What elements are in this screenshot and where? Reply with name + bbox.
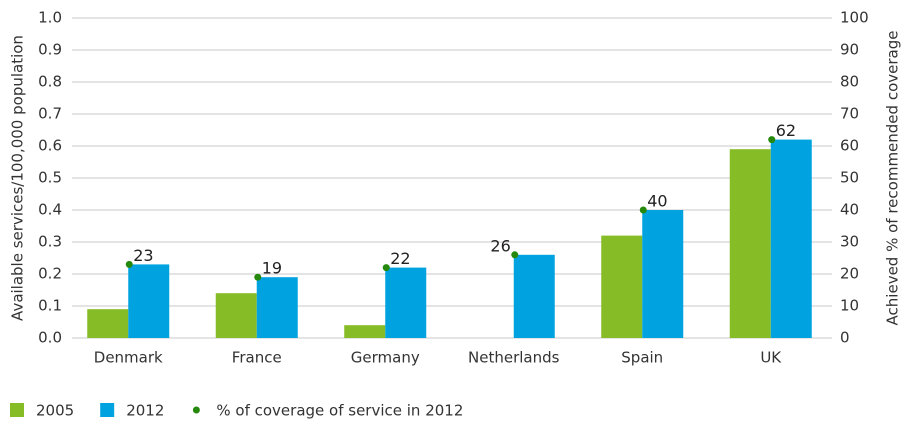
x-tick-label: Netherlands	[468, 349, 560, 367]
bar	[256, 277, 298, 338]
coverage-dot	[511, 251, 519, 259]
y-tick-label: 0.1	[38, 297, 62, 315]
data-label: 19	[262, 259, 282, 278]
y-tick-label: 0.7	[38, 105, 62, 123]
x-tick-label: Spain	[621, 349, 663, 367]
y2-tick-label: 10	[840, 297, 859, 315]
x-tick-label: France	[232, 349, 282, 367]
bar	[87, 309, 129, 338]
y2-tick-label: 80	[840, 73, 859, 91]
y-tick-label: 0.5	[38, 169, 62, 187]
y2-tick-label: 70	[840, 105, 859, 123]
y-tick-label: 0.3	[38, 233, 62, 251]
legend-swatch	[192, 406, 200, 414]
y-tick-label: 0.8	[38, 73, 62, 91]
bar	[215, 293, 257, 338]
bar	[344, 325, 386, 338]
x-tick-label: Denmark	[94, 349, 163, 367]
bar	[513, 254, 555, 338]
y-tick-label: 0.4	[38, 201, 62, 219]
y2-tick-label: 50	[840, 169, 859, 187]
y-tick-label: 1.0	[38, 9, 62, 27]
x-tick-label: Germany	[351, 349, 420, 367]
y-tick-label: 0.2	[38, 265, 62, 283]
y2-tick-label: 30	[840, 233, 859, 251]
bar	[385, 267, 427, 338]
y2-tick-label: 100	[840, 9, 869, 27]
coverage-dot	[125, 260, 133, 268]
y2-tick-label: 40	[840, 201, 859, 219]
y2-tick-label: 20	[840, 265, 859, 283]
bar	[770, 139, 812, 338]
y-tick-label: 0.0	[38, 329, 62, 347]
legend-swatch	[100, 403, 115, 417]
data-label: 26	[490, 236, 510, 255]
legend-label: % of coverage of service in 2012	[216, 402, 463, 420]
bar	[729, 149, 771, 338]
x-tick-label: UK	[760, 349, 782, 367]
y2-tick-label: 90	[840, 41, 859, 59]
data-label: 22	[390, 249, 410, 268]
y-tick-label: 0.6	[38, 137, 62, 155]
y-axis-title: Available services/100,000 population	[9, 35, 27, 321]
data-label: 40	[647, 192, 667, 211]
y-tick-label: 0.9	[38, 41, 62, 59]
y2-axis-title: Achieved % of recommended coverage	[884, 31, 902, 326]
bar	[128, 264, 170, 338]
coverage-dot	[254, 273, 262, 281]
coverage-dot	[639, 206, 647, 214]
y2-tick-label: 0	[840, 329, 850, 347]
coverage-dot	[382, 264, 390, 272]
legend-label: 2005	[36, 402, 74, 420]
data-label: 23	[133, 246, 153, 265]
y2-tick-label: 60	[840, 137, 859, 155]
bar	[601, 235, 643, 338]
data-label: 62	[776, 121, 796, 140]
bar	[642, 210, 684, 338]
legend-swatch	[10, 403, 24, 417]
legend-label: 2012	[126, 402, 164, 420]
coverage-dot	[768, 136, 776, 144]
